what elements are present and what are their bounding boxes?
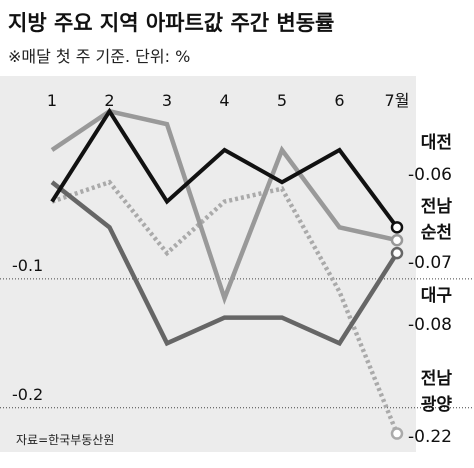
series-value-label: -0.08 [408, 315, 452, 335]
series-end-point [390, 233, 404, 247]
series-name-label: 순천 [421, 223, 452, 243]
x-tick-label: 5 [277, 91, 287, 110]
series-end-point [390, 427, 404, 440]
series-value-label: -0.22 [408, 427, 452, 447]
series-name-label: 전남 [421, 197, 453, 217]
plot-area [0, 76, 416, 452]
series-end-point [390, 246, 404, 260]
x-tick-label: 7월 [385, 91, 410, 110]
y-tick-label: -0.1 [12, 256, 43, 275]
series-end-point [390, 221, 404, 234]
series-value-label: -0.06 [408, 165, 452, 185]
chart-title: 지방 주요 지역 아파트값 주간 변동률 [8, 11, 334, 35]
x-axis: 1 2 3 4 5 6 7월 [47, 91, 410, 110]
series-value-label: -0.07 [408, 253, 452, 273]
plot-background [0, 76, 416, 452]
x-tick-label: 3 [162, 91, 172, 110]
x-tick-label: 6 [334, 91, 344, 110]
chart-subtitle: ※매달 첫 주 기준. 단위: % [8, 47, 190, 66]
series-name-label: 광양 [421, 395, 453, 415]
y-tick-label: -0.2 [12, 385, 43, 404]
series-line [50, 180, 399, 347]
x-tick-label: 2 [104, 91, 114, 110]
series-name-label: 대구 [421, 286, 453, 306]
series-name-label: 전남 [421, 369, 453, 389]
series-name-label: 대전 [421, 133, 452, 153]
series-line [50, 107, 399, 229]
series-line [51, 179, 400, 435]
source-note: 자료=한국부동산원 [16, 433, 114, 447]
series-lines [50, 107, 404, 440]
grid-lines [0, 278, 474, 409]
x-tick-label: 4 [219, 91, 229, 110]
y-axis: -0.1 -0.2 [12, 256, 43, 404]
x-tick-label: 1 [47, 91, 57, 110]
